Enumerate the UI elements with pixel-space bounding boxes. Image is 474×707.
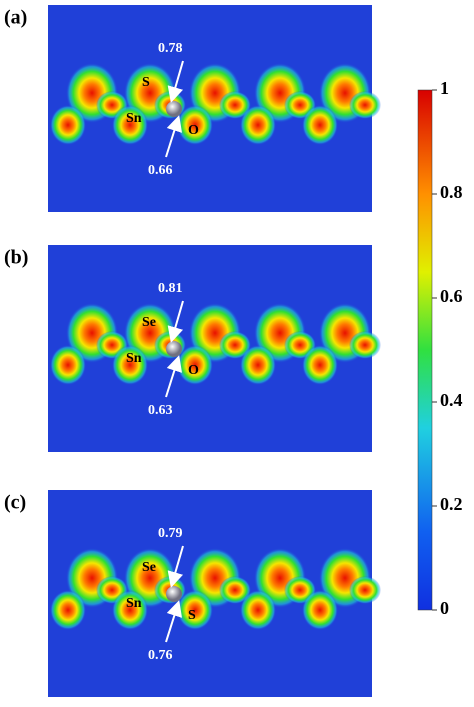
- colorbar: [417, 89, 433, 611]
- elf-blob: [177, 105, 213, 145]
- atom-label: S: [188, 608, 196, 623]
- colorbar-tick-label: 0.2: [440, 494, 463, 514]
- colorbar-tick-label: 0.4: [440, 390, 463, 410]
- elf-blob: [349, 331, 381, 359]
- elf-blob: [112, 345, 148, 385]
- panel-label: (c): [4, 492, 26, 514]
- atom-label: Se: [142, 560, 156, 575]
- elf-blob: [302, 590, 338, 630]
- colorbar-tick-label: 0.8: [440, 182, 463, 202]
- elf-blob: [302, 345, 338, 385]
- atom-label: O: [188, 123, 199, 138]
- elf-blob: [112, 590, 148, 630]
- panel-label: (b): [4, 247, 28, 269]
- elf-blob: [50, 590, 86, 630]
- arrow: [167, 545, 184, 588]
- elf-blob: [177, 590, 213, 630]
- elf-blob: [302, 105, 338, 145]
- atom-label: Se: [142, 315, 156, 330]
- atom-label: Sn: [126, 351, 142, 366]
- atom-label: O: [188, 363, 199, 378]
- elf-blob: [50, 105, 86, 145]
- bond-value: 0.79: [158, 526, 183, 541]
- bond-value: 0.63: [148, 403, 173, 418]
- elf-blob: [112, 105, 148, 145]
- arrow: [167, 60, 184, 103]
- elf-blob: [240, 590, 276, 630]
- panel: 0.81 0.63 Se Sn O: [48, 245, 381, 452]
- sn-atom: [166, 341, 182, 357]
- bond-value: 0.76: [148, 648, 173, 663]
- arrow: [165, 115, 183, 158]
- bond-value: 0.78: [158, 41, 183, 56]
- elf-blob: [219, 331, 251, 359]
- arrow: [165, 600, 183, 643]
- atom-label: Sn: [126, 111, 142, 126]
- atom-label: Sn: [126, 596, 142, 611]
- arrow: [167, 300, 184, 343]
- elf-blob: [219, 576, 251, 604]
- elf-blob: [240, 105, 276, 145]
- colorbar-tick-label: 1: [440, 78, 449, 98]
- panel-label: (a): [4, 7, 27, 29]
- sn-atom: [166, 101, 182, 117]
- elf-blob: [50, 345, 86, 385]
- elf-blob: [349, 91, 381, 119]
- elf-blob: [240, 345, 276, 385]
- bond-value: 0.81: [158, 281, 183, 296]
- bond-value: 0.66: [148, 163, 173, 178]
- elf-blob: [219, 91, 251, 119]
- panel: 0.78 0.66 S Sn O: [48, 5, 381, 212]
- sn-atom: [166, 586, 182, 602]
- arrow: [165, 355, 183, 398]
- colorbar-tick-label: 0: [440, 598, 449, 618]
- elf-blob: [349, 576, 381, 604]
- elf-blob: [177, 345, 213, 385]
- atom-label: S: [142, 75, 150, 90]
- panel: 0.79 0.76 Se Sn S: [48, 490, 381, 697]
- colorbar-tick-label: 0.6: [440, 286, 463, 306]
